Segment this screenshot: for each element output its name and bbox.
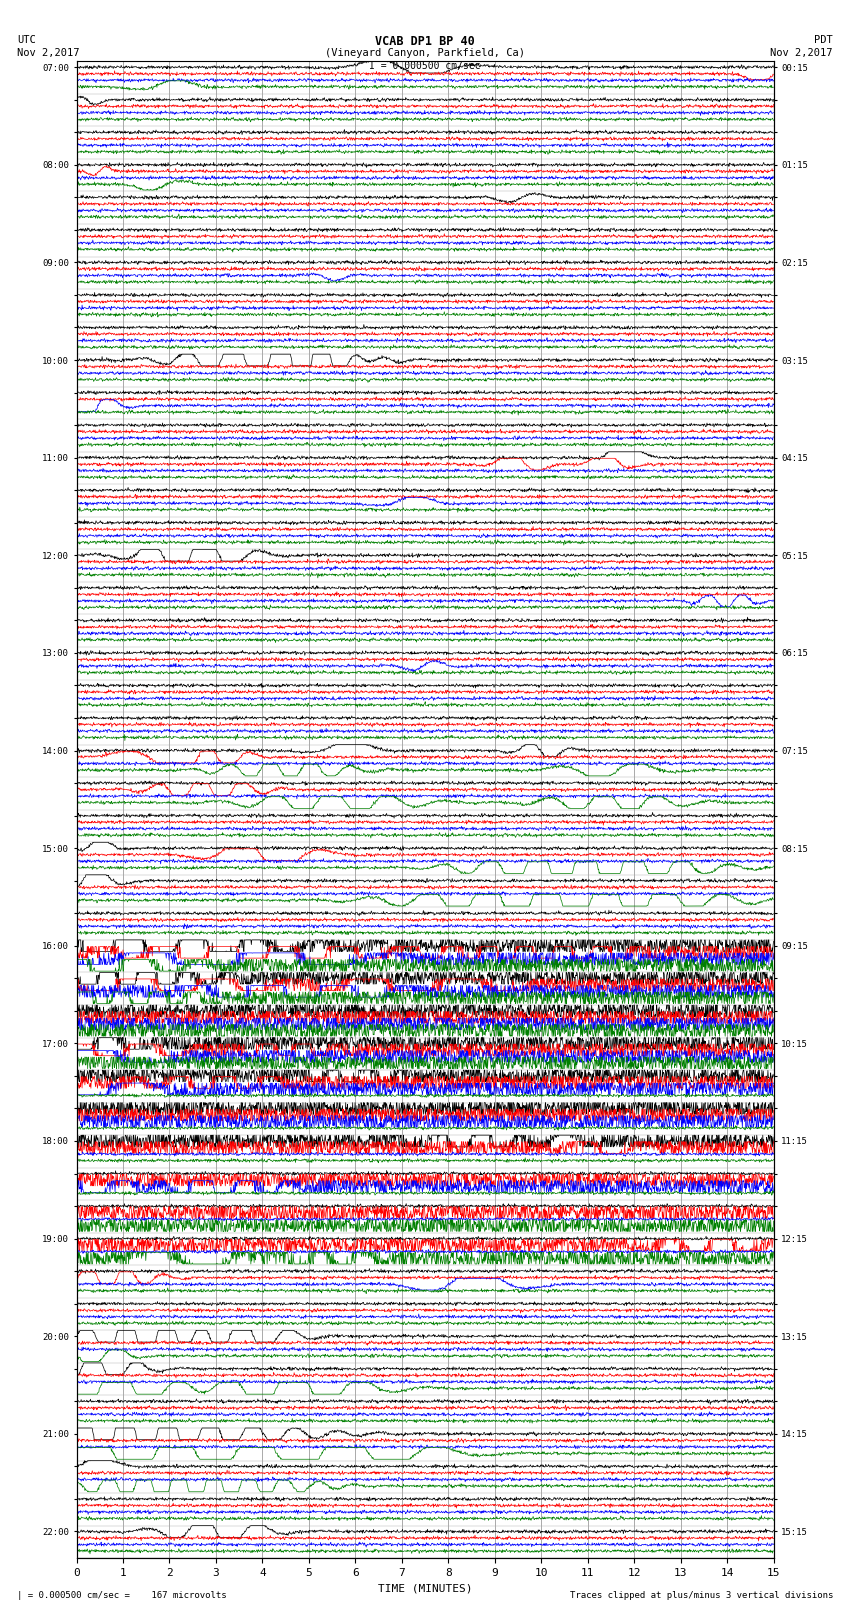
Text: | = 0.000500 cm/sec =    167 microvolts: | = 0.000500 cm/sec = 167 microvolts [17,1590,227,1600]
Text: (Vineyard Canyon, Parkfield, Ca): (Vineyard Canyon, Parkfield, Ca) [325,48,525,58]
Text: Nov 2,2017: Nov 2,2017 [17,48,80,58]
Text: VCAB DP1 BP 40: VCAB DP1 BP 40 [375,35,475,48]
Text: PDT: PDT [814,35,833,45]
Text: UTC: UTC [17,35,36,45]
Text: Traces clipped at plus/minus 3 vertical divisions: Traces clipped at plus/minus 3 vertical … [570,1590,833,1600]
Text: Nov 2,2017: Nov 2,2017 [770,48,833,58]
X-axis label: TIME (MINUTES): TIME (MINUTES) [377,1584,473,1594]
Text: I = 0.000500 cm/sec: I = 0.000500 cm/sec [369,61,481,71]
